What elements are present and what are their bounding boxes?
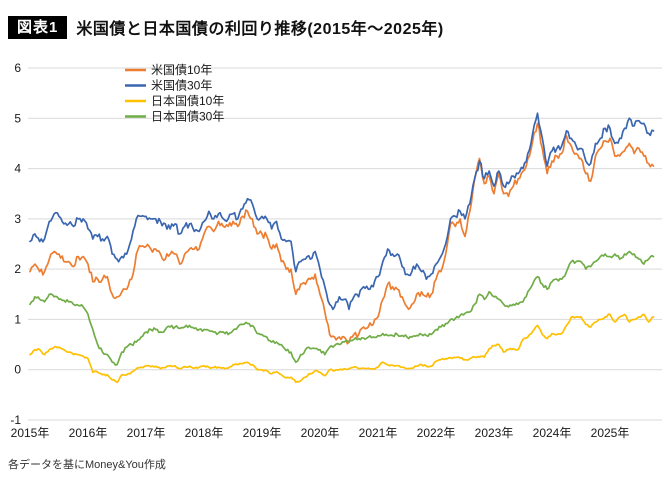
y-tick-label: 3 [14, 212, 21, 226]
legend-label-0: 米国債10年 [151, 62, 212, 77]
x-tick-label: 2024年 [533, 426, 572, 440]
x-tick-label: 2020年 [301, 426, 340, 440]
series-line-1 [29, 112, 655, 311]
y-tick-label: 2 [14, 262, 21, 276]
y-tick-label: 0 [14, 363, 21, 377]
legend-label-3: 日本国債30年 [151, 109, 224, 124]
y-tick-label: 5 [14, 111, 21, 125]
figure-header: 図表1 米国債と日本国債の利回り推移(2015年〜2025年) [0, 0, 670, 44]
series-line-0 [29, 122, 655, 345]
x-tick-label: 2021年 [359, 426, 398, 440]
x-tick-label: 2025年 [591, 426, 630, 440]
x-tick-label: 2023年 [475, 426, 514, 440]
y-tick-label: 1 [14, 312, 21, 326]
x-tick-label: 2019年 [243, 426, 282, 440]
legend-label-1: 米国債30年 [151, 78, 212, 93]
y-tick-label: 6 [14, 61, 21, 75]
figure-badge: 図表1 [8, 15, 68, 39]
source-note: 各データを基にMoney&You作成 [8, 459, 166, 471]
figure-title: 米国債と日本国債の利回り推移(2015年〜2025年) [76, 21, 444, 38]
x-tick-label: 2018年 [185, 426, 224, 440]
x-tick-label: 2017年 [127, 426, 166, 440]
yield-line-chart: -1 0 1 2 3 4 5 6 2015年 2016年 2017年 2018年 2019年 2020年 2… [10, 61, 662, 440]
y-tick-label: 4 [14, 162, 21, 176]
x-tick-label: 2022年 [417, 426, 456, 440]
y-tick-label: -1 [10, 413, 21, 427]
legend-label-2: 日本国債10年 [151, 93, 224, 108]
series-line-2 [29, 313, 655, 384]
x-tick-label: 2015年 [11, 426, 50, 440]
x-tick-label: 2016年 [69, 426, 108, 440]
series-line-3 [29, 250, 655, 366]
